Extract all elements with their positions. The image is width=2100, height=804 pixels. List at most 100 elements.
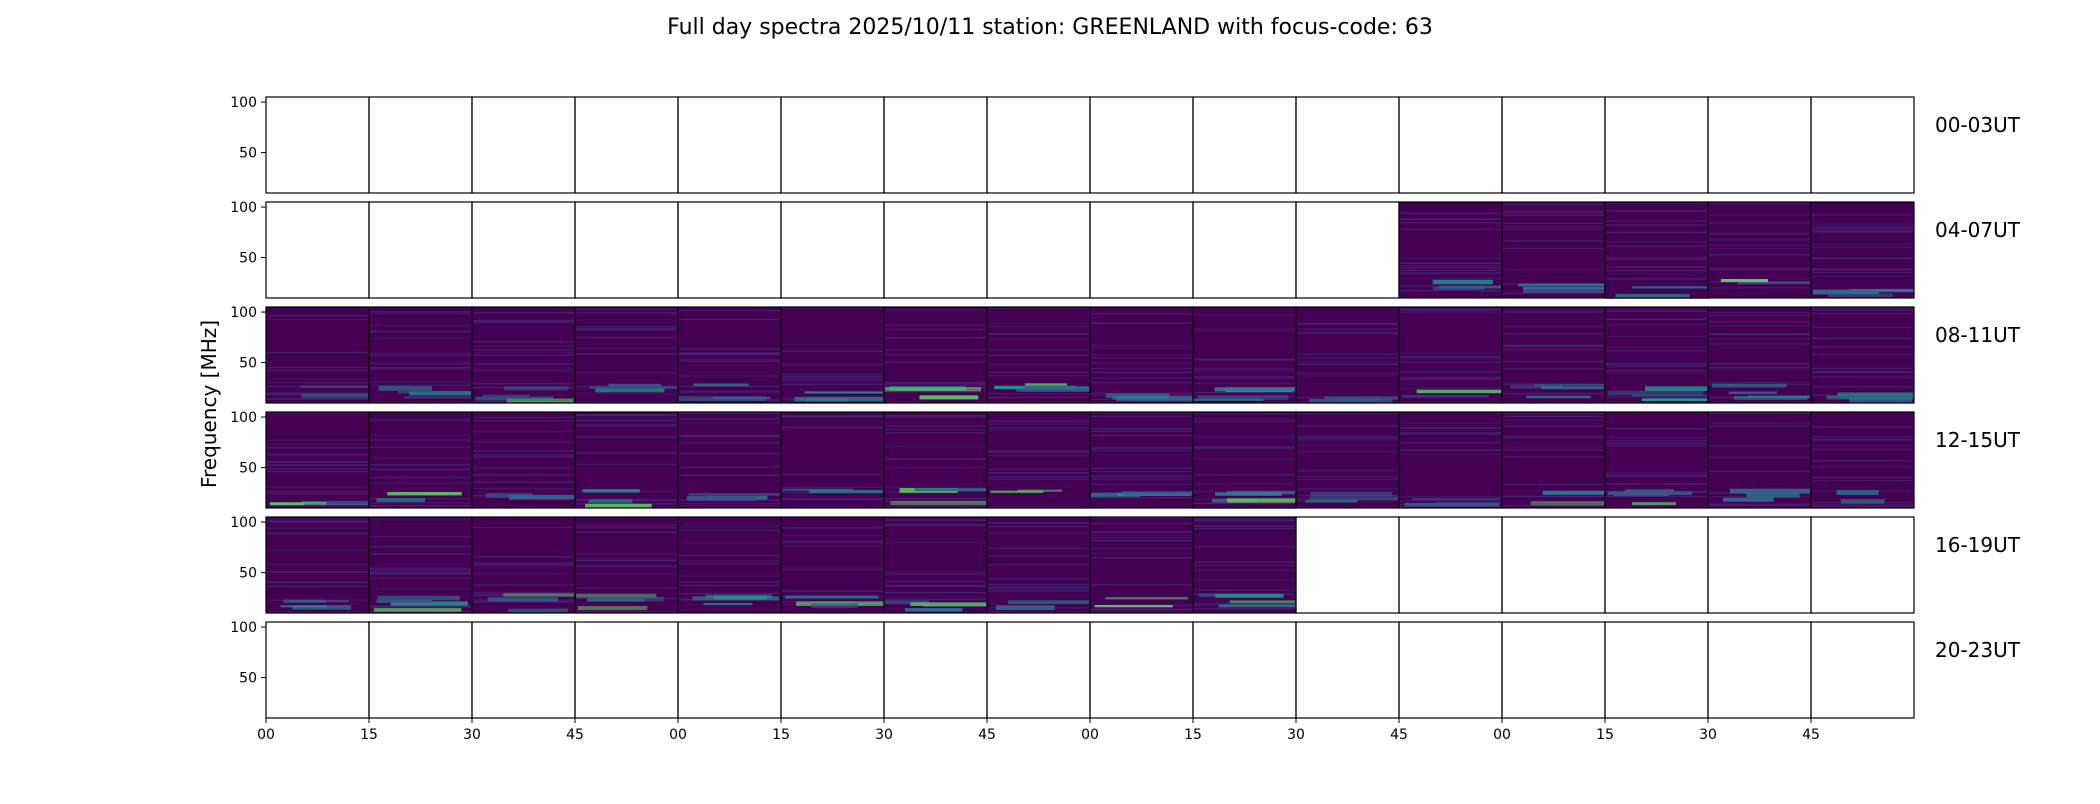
panel-frame <box>780 201 885 299</box>
emission-band <box>890 500 987 506</box>
spectrum-line <box>1502 248 1605 250</box>
spectrum-line <box>1399 453 1502 455</box>
emission-band <box>376 599 433 603</box>
spectrum-line <box>987 526 1090 528</box>
spectrum-line <box>678 352 781 354</box>
spectrum-line <box>369 439 472 441</box>
spectrum-panel <box>986 201 1091 299</box>
emission-band <box>990 490 1044 493</box>
spectrum-panel <box>677 306 782 404</box>
spectrum-line <box>781 416 884 418</box>
spectrum-line <box>369 468 472 470</box>
spectrum-panel <box>1604 621 1709 719</box>
spectrum-line <box>1708 368 1811 370</box>
emission-band <box>390 601 468 606</box>
emission-band <box>582 489 640 493</box>
spectrum-panel <box>780 96 885 194</box>
spectrum-panel <box>574 96 679 194</box>
y-tick-label: 50 <box>239 356 257 372</box>
spectrum-background <box>781 307 884 403</box>
spectrum-line <box>266 486 369 488</box>
spectrum-line <box>987 333 1090 335</box>
panel-frame <box>1810 96 1915 194</box>
spectrum-line <box>781 364 884 366</box>
spectrum-line <box>1399 309 1502 311</box>
emission-band <box>1227 498 1296 503</box>
spectrum-line <box>1193 589 1296 591</box>
spectrum-panel <box>1810 201 1915 299</box>
spectrum-line <box>884 584 987 586</box>
spectrum-line <box>575 527 678 529</box>
spectrum-line <box>1708 321 1811 323</box>
spectrum-line <box>1605 318 1708 321</box>
emission-band <box>1541 386 1605 390</box>
spectrum-line <box>266 571 369 573</box>
spectrum-line <box>1605 310 1708 312</box>
spectrum-line <box>1708 363 1811 365</box>
spectrum-line <box>1605 335 1708 337</box>
spectrum-line <box>266 471 369 473</box>
spectrum-line <box>1502 326 1605 328</box>
spectrum-line <box>1090 522 1193 525</box>
emission-band <box>914 488 987 492</box>
spectrum-line <box>369 464 472 466</box>
spectrum-line <box>884 324 987 326</box>
panel-frame <box>780 96 885 194</box>
y-tick-label: 50 <box>239 566 257 582</box>
spectrum-line <box>1811 312 1914 315</box>
spectrum-background <box>1296 307 1399 403</box>
emission-band <box>301 393 369 398</box>
spectrum-line <box>369 384 472 386</box>
spectrum-line <box>781 527 884 529</box>
spectrum-line <box>472 454 575 456</box>
spectrum-line <box>678 353 781 355</box>
spectrum-panel <box>883 621 988 719</box>
spectrum-line <box>266 493 369 495</box>
spectrum-line <box>1193 376 1296 378</box>
spectrum-line <box>1605 318 1708 320</box>
spectrum-line <box>1090 534 1193 536</box>
emission-band <box>1523 286 1605 291</box>
spectrum-line <box>472 349 575 351</box>
spectrum-panel <box>883 306 988 404</box>
spectrum-panel <box>883 411 988 509</box>
spectrum-panel <box>677 621 782 719</box>
emission-band <box>1309 398 1393 403</box>
spectrum-line <box>1296 413 1399 415</box>
emission-band <box>387 491 462 496</box>
emission-band <box>1632 286 1708 289</box>
spectrum-panel <box>471 516 576 614</box>
emission-band <box>299 385 369 388</box>
spectrum-line <box>1502 449 1605 451</box>
spectrum-line <box>987 375 1090 377</box>
emission-band <box>1214 387 1296 392</box>
row-label: 04-07UT <box>1935 218 2021 242</box>
spectrum-line <box>575 424 678 426</box>
panel-frame <box>1295 201 1400 299</box>
spectrum-line <box>1399 506 1502 508</box>
spectrum-line <box>987 587 1090 590</box>
spectrum-line <box>1502 204 1605 206</box>
spectrum-line <box>1090 354 1193 356</box>
spectrum-line <box>472 383 575 385</box>
panel-frame <box>1810 201 1915 299</box>
spectrum-line <box>1399 290 1502 292</box>
emission-band <box>589 386 678 389</box>
emission-band <box>1025 383 1067 386</box>
row-08-11UT <box>265 306 1915 404</box>
spectrum-panel <box>368 411 473 509</box>
spectrum-line <box>1296 450 1399 453</box>
spectrum-line <box>987 449 1090 451</box>
spectrum-line <box>472 556 575 558</box>
panel-frame <box>1810 306 1915 404</box>
spectrum-line <box>575 308 678 310</box>
spectrum-line <box>1090 362 1193 364</box>
spectrum-background <box>472 412 575 508</box>
spectrum-line <box>472 584 575 586</box>
spectrum-line <box>678 318 781 321</box>
spectrum-line <box>987 333 1090 335</box>
spectrum-line <box>1502 309 1605 311</box>
spectrum-line <box>266 370 369 372</box>
emission-band <box>1720 279 1768 283</box>
spectrum-line <box>1399 262 1502 264</box>
